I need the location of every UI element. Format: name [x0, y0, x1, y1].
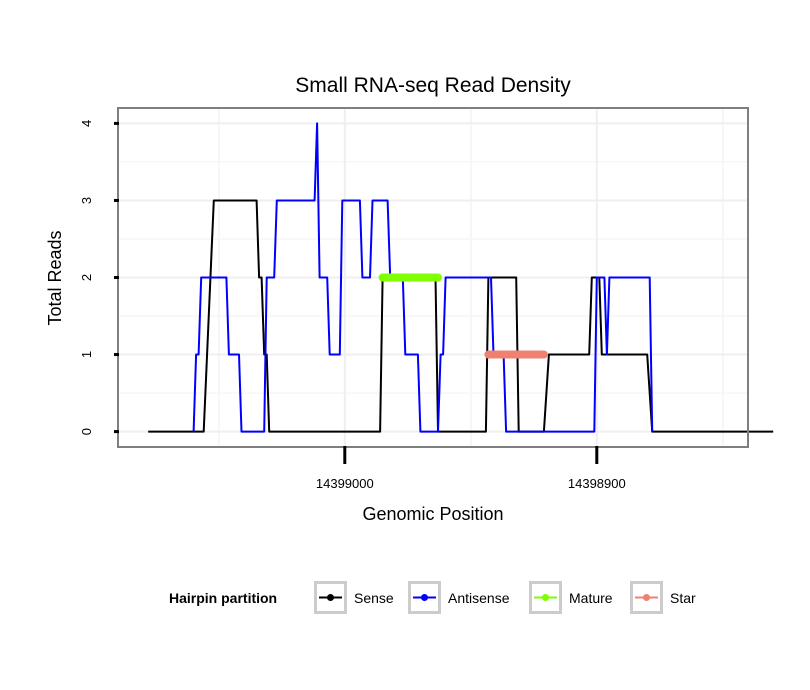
chart-title: Small RNA-seq Read Density	[295, 74, 571, 97]
legend-item-mature: Mature	[529, 581, 613, 614]
legend-label: Sense	[354, 590, 394, 606]
y-tick-label: 4	[79, 120, 94, 127]
legend-key-point	[542, 594, 549, 601]
series-layer	[148, 122, 774, 433]
legend-item-star: Star	[630, 581, 696, 614]
axes-layer: 0 1 2 3 4 14399000 14398900	[79, 107, 749, 491]
legend-item-sense: Sense	[314, 581, 394, 614]
x-tick-label: 14398900	[568, 476, 626, 491]
legend: Hairpin partition Sense Antisense Mature St…	[169, 581, 696, 614]
x-axis-label: Genomic Position	[362, 504, 503, 524]
series-line-antisense	[192, 122, 654, 433]
legend-title: Hairpin partition	[169, 590, 277, 606]
x-tick-label: 14399000	[316, 476, 374, 491]
legend-item-antisense: Antisense	[408, 581, 510, 614]
legend-key-point	[327, 594, 334, 601]
y-tick-label: 3	[79, 197, 94, 204]
legend-label: Antisense	[448, 590, 510, 606]
legend-key-point	[643, 594, 650, 601]
y-tick-label: 1	[79, 351, 94, 358]
y-tick-label: 0	[79, 428, 94, 435]
y-tick-label: 2	[79, 274, 94, 281]
legend-label: Star	[670, 590, 696, 606]
y-axis-label: Total Reads	[45, 230, 65, 325]
legend-key-point	[421, 594, 428, 601]
legend-label: Mature	[569, 590, 613, 606]
